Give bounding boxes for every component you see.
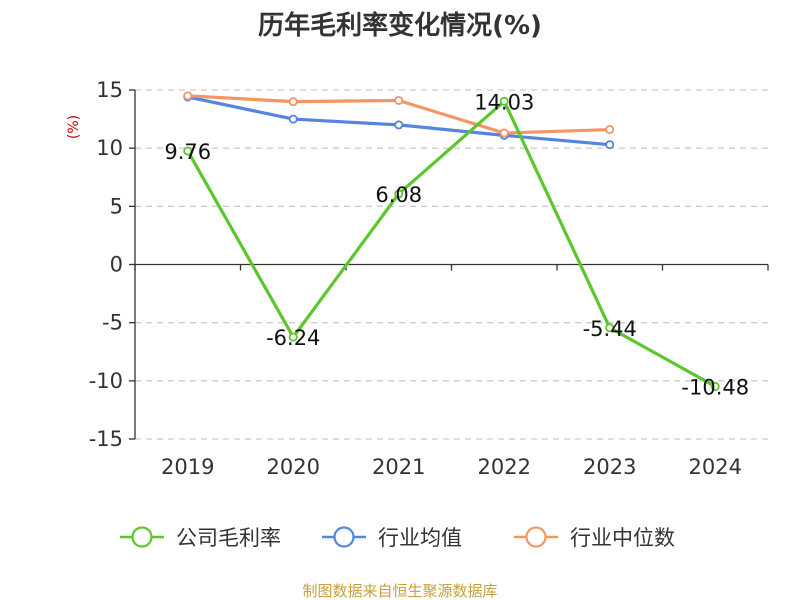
data-label: -5.44: [583, 317, 637, 341]
data-label: -6.24: [266, 326, 320, 350]
data-point: [605, 140, 615, 150]
legend-label: 行业均值: [378, 526, 462, 550]
data-point: [183, 91, 193, 101]
data-point: [288, 114, 298, 124]
series-0: [183, 96, 720, 391]
y-axis-unit-label: (%): [66, 115, 82, 139]
y-tick-label: 0: [110, 253, 123, 277]
x-tick-label: 2022: [478, 455, 531, 479]
axes: 15 10 5 0 -5 -10 -15 2019 2020 2021 2022 2023 2024: [89, 78, 769, 479]
data-point: [394, 189, 404, 199]
series-line: [186, 99, 717, 388]
data-point: [605, 125, 615, 135]
x-tick-label: 2024: [689, 455, 742, 479]
data-point: [499, 96, 509, 106]
x-tick-label: 2019: [161, 455, 214, 479]
data-point: [710, 381, 720, 391]
data-label: 6.08: [375, 183, 422, 207]
data-point: [394, 95, 404, 105]
x-tick-label: 2023: [583, 455, 636, 479]
legend-marker: [525, 526, 547, 548]
data-label: 14.03: [474, 90, 534, 114]
y-tick-label: -15: [89, 427, 123, 451]
series-lines: [183, 91, 720, 391]
y-tick-label: 5: [110, 194, 123, 218]
source-note: 制图数据来自恒生聚源数据库: [302, 582, 497, 600]
legend: 公司毛利率 行业均值 行业中位数: [120, 526, 675, 550]
legend-label: 公司毛利率: [176, 526, 281, 550]
data-point: [288, 97, 298, 107]
data-point: [288, 332, 298, 342]
chart-title: 历年毛利率变化情况(%): [258, 10, 542, 41]
y-tick-label: 15: [96, 78, 123, 102]
legend-marker: [131, 526, 153, 548]
x-tick-label: 2020: [267, 455, 320, 479]
legend-item: 行业均值: [322, 526, 462, 550]
y-tick-label: -10: [89, 369, 123, 393]
data-labels: 9.76 -6.24 6.08 14.03 -5.44 -10.48: [164, 90, 749, 399]
data-label: -10.48: [681, 375, 749, 399]
legend-item: 行业中位数: [514, 526, 675, 550]
data-point: [605, 323, 615, 333]
x-tick-label: 2021: [372, 455, 425, 479]
data-point: [499, 128, 509, 138]
data-point: [394, 120, 404, 130]
legend-marker: [333, 526, 355, 548]
legend-label: 行业中位数: [570, 526, 675, 550]
data-point: [183, 146, 193, 156]
y-tick-label: 10: [96, 136, 123, 160]
legend-item: 公司毛利率: [120, 526, 281, 550]
series-2: [183, 91, 615, 138]
y-tick-label: -5: [102, 311, 123, 335]
data-label: 9.76: [164, 140, 211, 164]
